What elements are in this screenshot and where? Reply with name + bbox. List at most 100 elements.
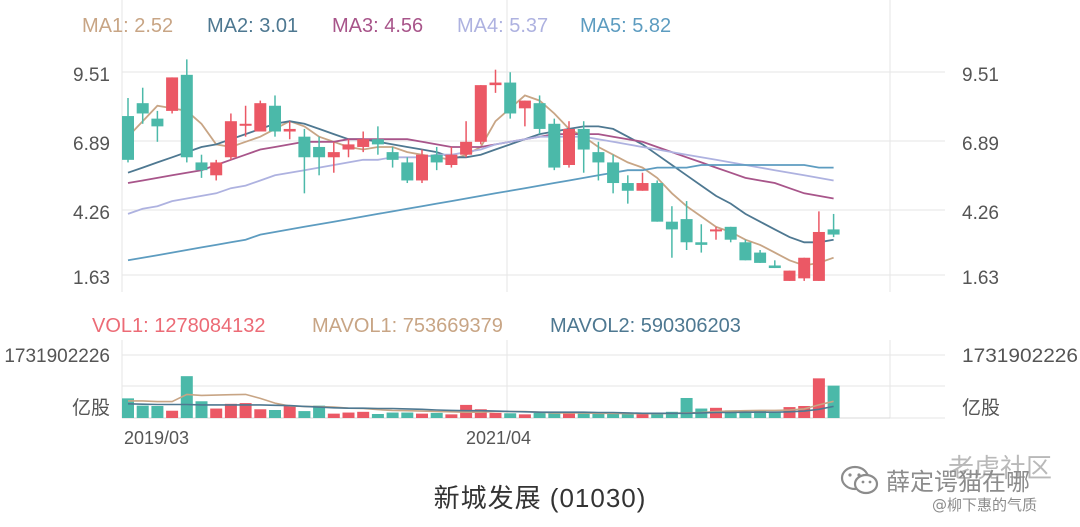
- candle-body: [621, 183, 634, 191]
- volume-bar: [180, 376, 193, 418]
- candle: [827, 213, 840, 238]
- price-tick-right: 4.26: [962, 203, 999, 224]
- candle: [592, 141, 605, 181]
- volume-bar: [313, 405, 326, 418]
- volume-bar: [621, 413, 634, 418]
- volume-bar: [489, 412, 502, 418]
- ma-legend-item: MA2: 3.01: [207, 15, 298, 37]
- candle-body: [371, 139, 384, 145]
- candle-body: [607, 162, 620, 184]
- candle: [136, 87, 149, 124]
- volume-tick-left: 1731902226: [4, 346, 110, 367]
- ma-line-4: [127, 135, 834, 215]
- candle-body: [563, 128, 575, 165]
- volume-bar: [298, 411, 311, 418]
- candle-body: [445, 154, 458, 165]
- candle-body: [166, 77, 179, 111]
- volume-bar: [754, 409, 767, 418]
- candle: [548, 118, 561, 171]
- candle-body: [533, 103, 546, 129]
- candle: [298, 128, 311, 194]
- price-tick-left: 1.63: [73, 268, 110, 289]
- candle-body: [474, 85, 487, 142]
- volume-bar: [166, 410, 179, 418]
- axis-labels: 9.51 9.51 6.89 6.89 4.26 4.26 1.63 1.63 17319022…: [4, 65, 1078, 448]
- candle: [695, 224, 708, 253]
- candle-body: [224, 121, 237, 158]
- candle-body: [327, 152, 340, 158]
- candle-body: [460, 141, 473, 155]
- moving-average-lines: [127, 94, 834, 267]
- volume-bar: [724, 410, 737, 418]
- candles: [122, 59, 840, 281]
- candle-body: [489, 82, 502, 86]
- ma-legend-item: MA4: 5.37: [457, 15, 548, 37]
- volume-bar: [665, 411, 678, 418]
- candle: [489, 69, 502, 93]
- price-tick-left: 6.89: [73, 134, 110, 155]
- chart-grid: [121, 0, 945, 419]
- candle-body: [180, 74, 193, 158]
- candle: [313, 136, 326, 176]
- volume-bar: [592, 413, 605, 418]
- candle: [254, 100, 267, 132]
- price-tick-right: 9.51: [962, 65, 999, 86]
- candle: [621, 175, 634, 204]
- candle: [504, 72, 517, 119]
- candle-body: [548, 123, 561, 168]
- volume-bar: [151, 405, 164, 418]
- candle: [122, 98, 134, 163]
- candle: [386, 146, 399, 168]
- candle: [210, 159, 223, 181]
- candle-body: [136, 103, 149, 114]
- volume-unit-left: 亿股: [72, 397, 110, 419]
- candle-body: [313, 146, 326, 158]
- volume-bar: [342, 412, 355, 418]
- candle-body: [195, 162, 208, 171]
- candle: [474, 85, 487, 145]
- price-tick-left: 9.51: [73, 65, 110, 86]
- candle-body: [269, 105, 281, 132]
- candle-body: [710, 229, 722, 232]
- volume-legend-item: MAVOL1: 753669379: [312, 315, 503, 337]
- volume-bar: [254, 409, 267, 418]
- volume-unit-right: 亿股: [962, 397, 1000, 419]
- volume-bar: [416, 413, 428, 418]
- candle-body: [210, 162, 223, 176]
- volume-tick-right: 1731902226: [962, 346, 1078, 367]
- candle: [577, 121, 590, 173]
- ma-legend-item: MA1: 2.52: [82, 15, 173, 37]
- volume-bar: [812, 378, 825, 418]
- candle-body: [812, 231, 825, 281]
- candle-body: [577, 128, 590, 150]
- ma-line-5: [127, 164, 834, 262]
- candle: [269, 95, 281, 137]
- candle: [416, 149, 428, 184]
- candle-body: [401, 162, 414, 181]
- page-title: 新城发展 (01030): [433, 483, 647, 513]
- volume-bar: [768, 412, 781, 418]
- watermark-handle: @柳下惠的气质: [932, 496, 1038, 514]
- candle-body: [651, 183, 664, 222]
- price-tick-right: 1.63: [962, 268, 999, 289]
- volume-bar: [474, 409, 487, 418]
- candle: [724, 226, 737, 243]
- candle-body: [386, 152, 399, 160]
- candle: [710, 226, 722, 240]
- candle: [224, 113, 237, 160]
- candle: [166, 77, 179, 114]
- candle: [460, 121, 473, 158]
- volume-bar: [651, 413, 664, 418]
- candle: [783, 270, 796, 281]
- candle-body: [739, 242, 752, 261]
- x-tick-label: 2021/04: [466, 428, 531, 448]
- volume-bar: [357, 411, 370, 418]
- volume-bar: [269, 409, 281, 418]
- candle: [239, 105, 252, 137]
- candle-body: [680, 219, 693, 243]
- volume-bar: [607, 413, 620, 418]
- candle: [754, 250, 767, 263]
- ma-legend: MA1: 2.52 MA2: 3.01 MA3: 4.56 MA4: 5.37 MA5:…: [82, 15, 671, 37]
- price-tick-right: 6.89: [962, 134, 999, 155]
- candle: [739, 239, 752, 261]
